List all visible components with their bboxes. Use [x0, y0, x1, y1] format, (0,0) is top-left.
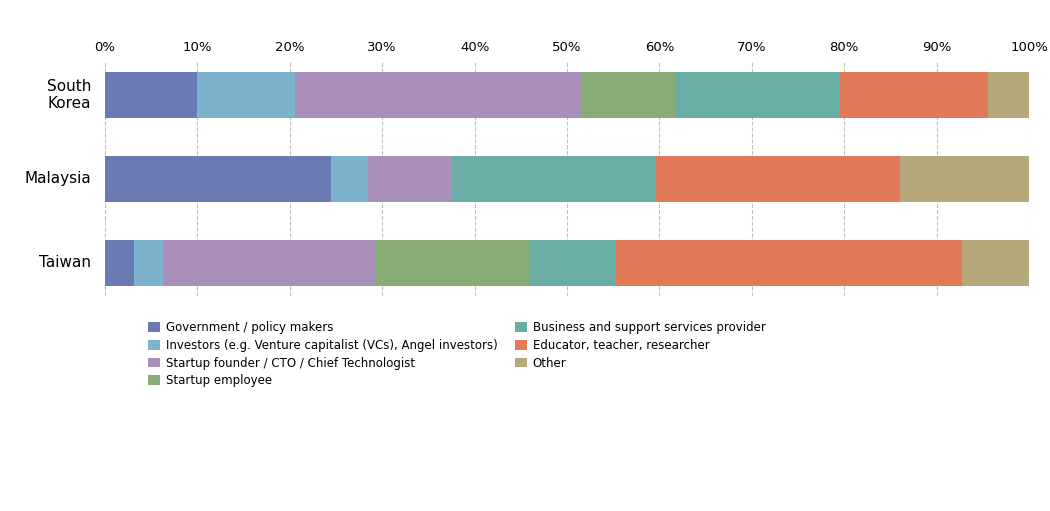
- Bar: [583, 72, 675, 118]
- Bar: [105, 240, 134, 286]
- Bar: [675, 72, 839, 118]
- Bar: [369, 156, 452, 202]
- Bar: [375, 240, 528, 286]
- Bar: [105, 72, 197, 118]
- Bar: [900, 156, 1029, 202]
- Bar: [332, 156, 369, 202]
- Bar: [655, 156, 900, 202]
- Bar: [615, 240, 962, 286]
- Bar: [105, 156, 332, 202]
- Bar: [163, 240, 375, 286]
- Bar: [839, 72, 988, 118]
- Bar: [452, 156, 655, 202]
- Bar: [528, 240, 615, 286]
- Bar: [197, 72, 295, 118]
- Legend: Government / policy makers, Investors (e.g. Venture capitalist (VCs), Angel inve: Government / policy makers, Investors (e…: [148, 321, 765, 387]
- Bar: [134, 240, 163, 286]
- Bar: [295, 72, 583, 118]
- Bar: [962, 240, 1029, 286]
- Bar: [988, 72, 1029, 118]
